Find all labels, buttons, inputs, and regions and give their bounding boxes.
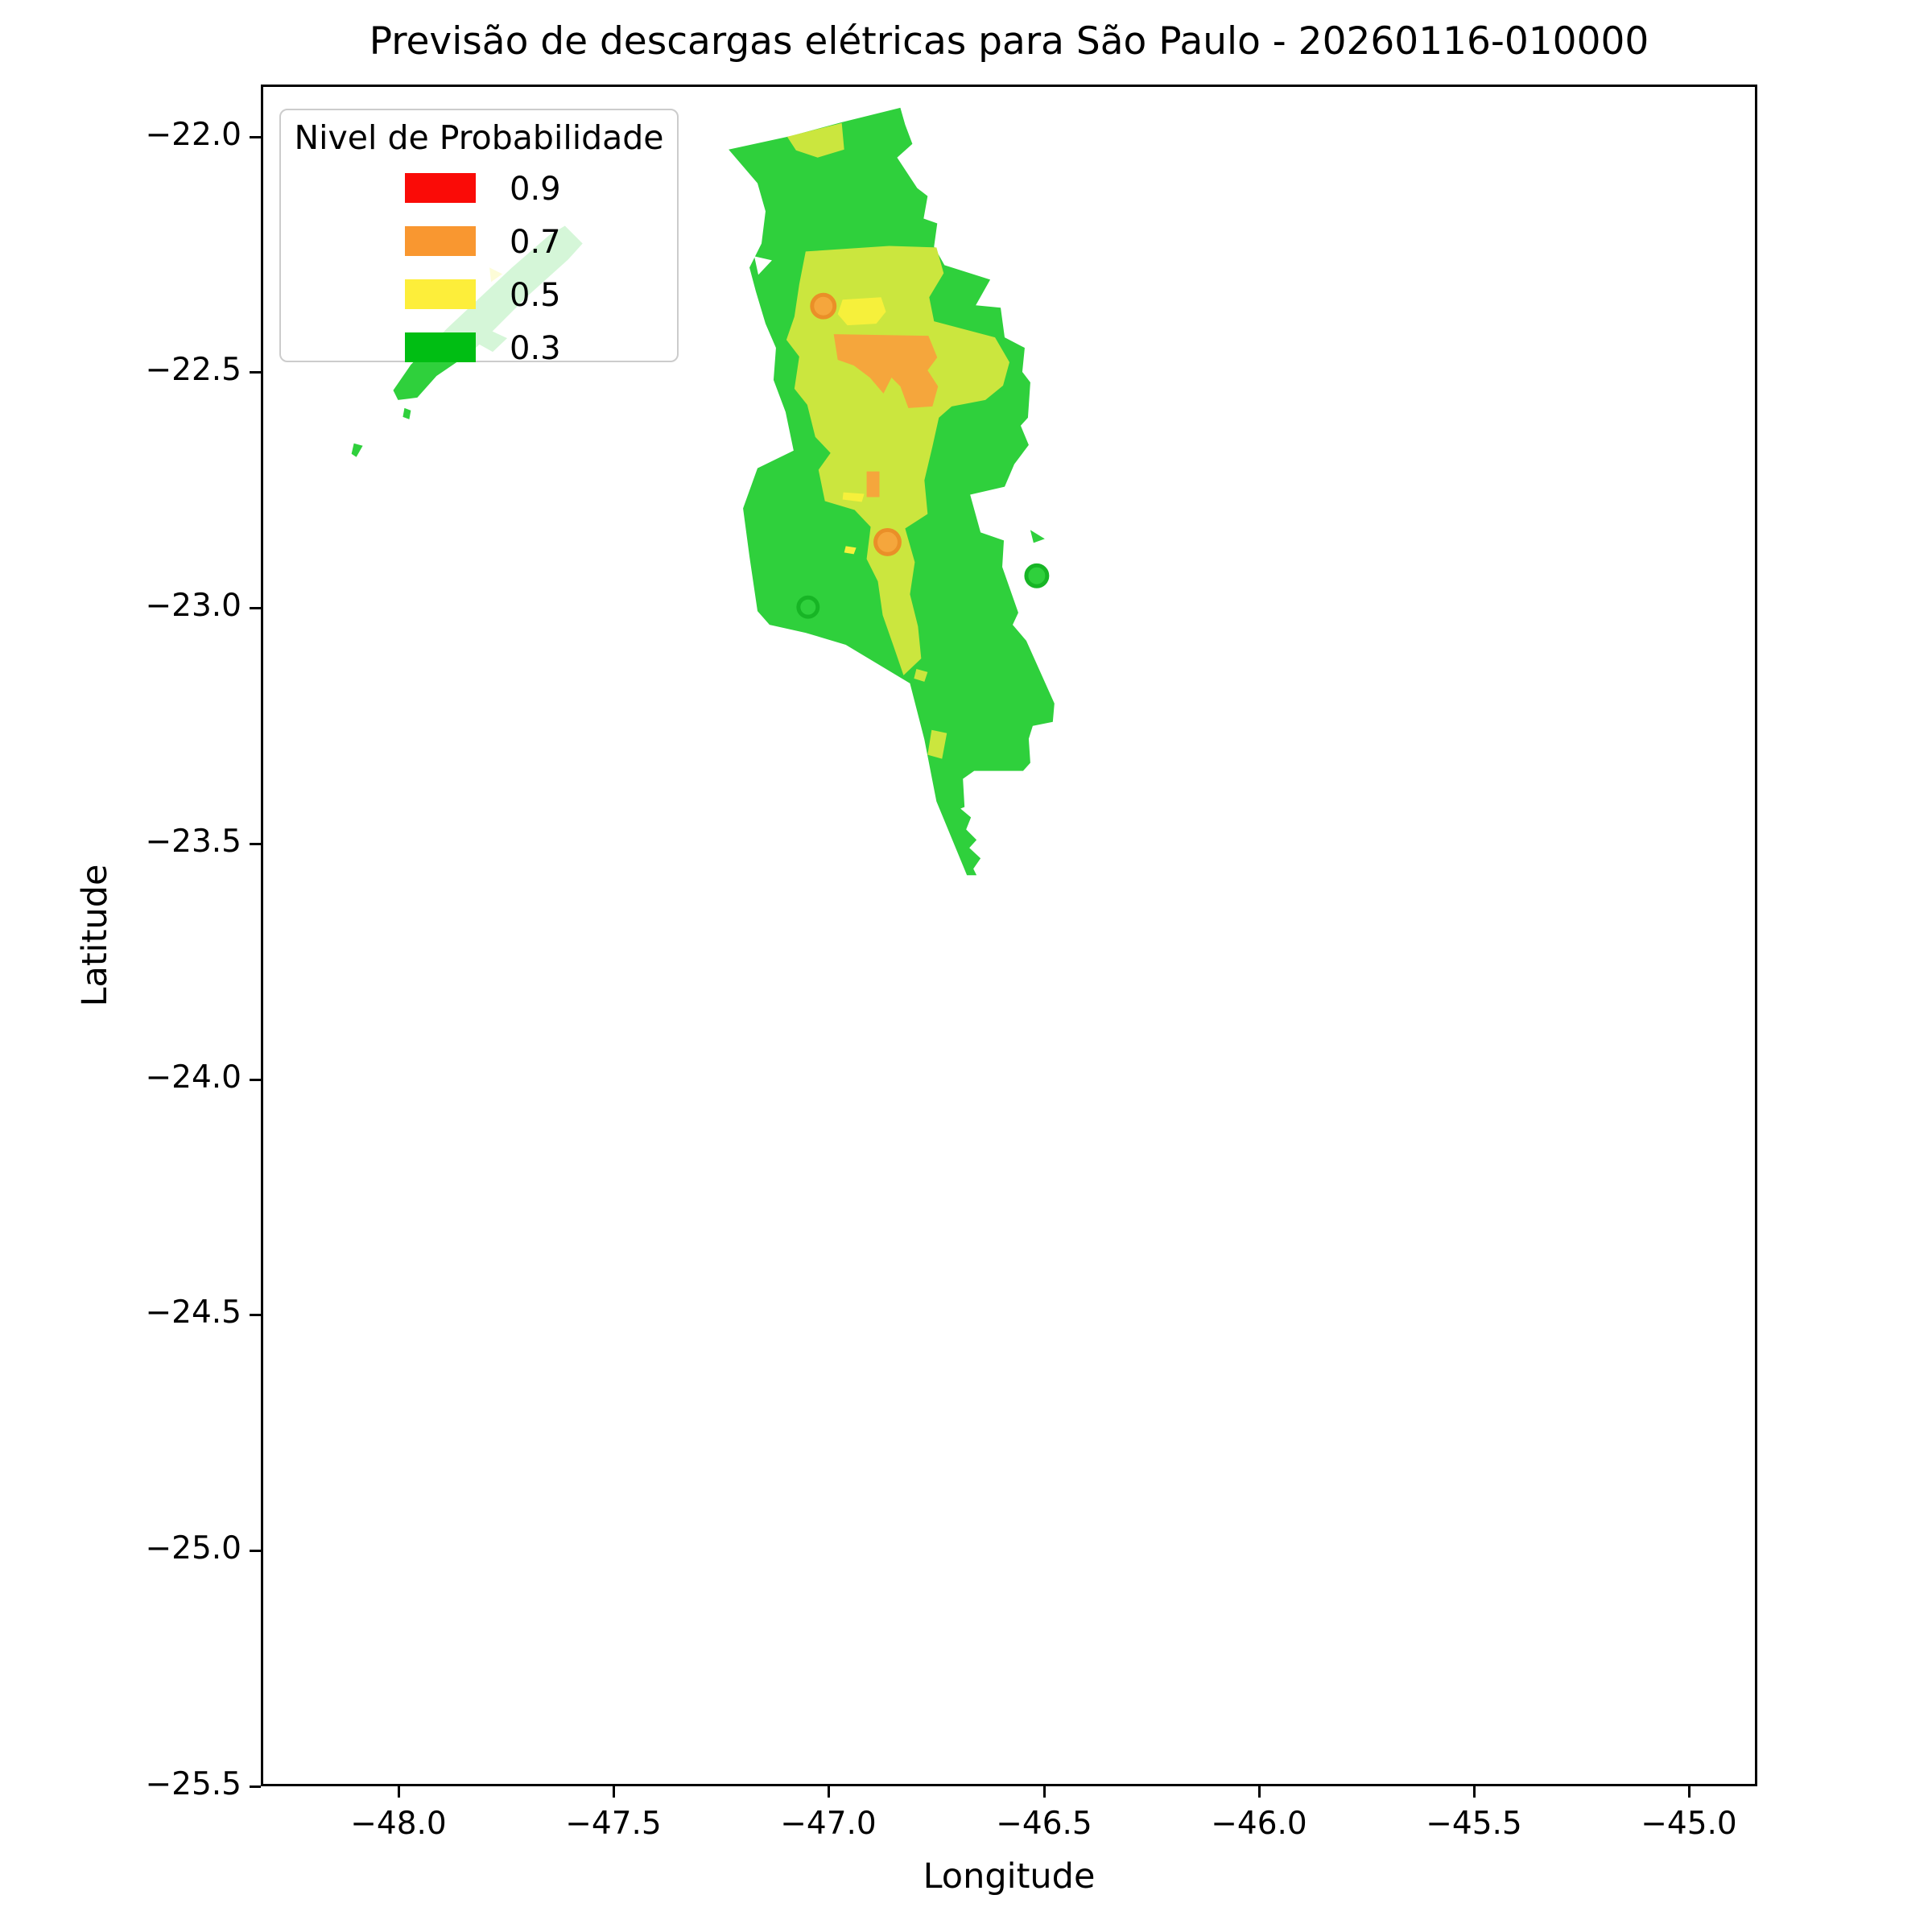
x-tick-mark — [1688, 1786, 1690, 1798]
y-tick-mark — [250, 1314, 261, 1316]
y-tick-label: −22.5 — [145, 352, 242, 388]
y-tick-mark — [250, 136, 261, 138]
x-axis-label: Longitude — [923, 1856, 1096, 1897]
x-tick-label: −47.5 — [565, 1806, 662, 1842]
contour-region-yellow-sliver-1 — [842, 492, 865, 502]
y-tick-mark — [250, 1785, 261, 1788]
chart-title: Previsão de descargas elétricas para São… — [369, 19, 1649, 64]
x-tick-label: −46.0 — [1211, 1806, 1307, 1842]
legend-box: Nivel de Probabilidade 0.9 0.7 0.5 0.3 — [279, 109, 679, 367]
contour-region-left-edge-notch — [754, 256, 772, 275]
y-tick-label: −22.0 — [145, 117, 242, 153]
y-tick-mark — [250, 1550, 261, 1552]
plot-area: Nivel de Probabilidade 0.9 0.7 0.5 0.3 — [261, 85, 1757, 1786]
legend-swatch-0.7 — [405, 226, 476, 256]
legend-title: Nivel de Probabilidade — [294, 118, 664, 157]
x-tick-label: −47.0 — [780, 1806, 877, 1842]
contour-region-yellow-sliver-2 — [844, 546, 857, 555]
y-tick-label: −25.0 — [145, 1530, 242, 1567]
y-tick-label: −24.5 — [145, 1294, 242, 1331]
y-tick-label: −23.5 — [145, 824, 242, 860]
x-tick-label: −48.0 — [350, 1806, 447, 1842]
x-tick-mark — [1043, 1786, 1046, 1798]
contour-region-band-sliver — [351, 443, 363, 457]
green-circle-marker-1 — [796, 595, 820, 619]
contour-region-orange-rect — [866, 471, 880, 497]
legend-label-0.5: 0.5 — [510, 277, 561, 314]
orange-circle-marker-2 — [873, 527, 902, 556]
contour-region-top-yellowgreen-patch — [786, 122, 844, 158]
legend-label-0.9: 0.9 — [510, 171, 561, 208]
x-tick-mark — [398, 1786, 400, 1798]
x-tick-label: −45.0 — [1641, 1806, 1737, 1842]
x-tick-mark — [1473, 1786, 1476, 1798]
orange-circle-marker-1 — [810, 292, 837, 320]
contour-region-green-speck — [1030, 530, 1045, 543]
x-tick-mark — [613, 1786, 615, 1798]
y-axis-label: Latitude — [75, 864, 115, 1007]
x-tick-label: −46.5 — [996, 1806, 1092, 1842]
x-tick-mark — [828, 1786, 830, 1798]
y-tick-label: −24.0 — [145, 1059, 242, 1096]
y-tick-mark — [250, 607, 261, 609]
y-tick-mark — [250, 1079, 261, 1081]
contour-region-tail-yellowgreen-2 — [914, 668, 928, 682]
green-circle-marker-2 — [1024, 563, 1050, 588]
legend-swatch-0.5 — [405, 279, 476, 309]
y-tick-mark — [250, 843, 261, 845]
legend-label-0.3: 0.3 — [510, 330, 561, 367]
contour-region-tail-yellowgreen-1 — [927, 729, 947, 759]
x-tick-label: −45.5 — [1426, 1806, 1522, 1842]
contour-region-band-dash — [402, 407, 411, 419]
x-tick-mark — [1258, 1786, 1261, 1798]
contour-map — [351, 107, 1055, 876]
y-tick-label: −25.5 — [145, 1766, 242, 1802]
legend-swatch-0.9 — [405, 173, 476, 203]
legend-swatch-0.3 — [405, 332, 476, 362]
legend-label-0.7: 0.7 — [510, 224, 561, 261]
y-tick-label: −23.0 — [145, 588, 242, 624]
y-tick-mark — [250, 371, 261, 374]
contour-region-bright-yellow-patch — [837, 297, 886, 326]
contour-region-orange-slab — [833, 334, 939, 408]
